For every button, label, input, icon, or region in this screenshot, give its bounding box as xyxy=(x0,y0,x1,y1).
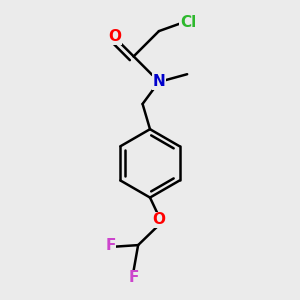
Text: N: N xyxy=(152,74,165,89)
Text: Cl: Cl xyxy=(180,15,196,30)
Text: O: O xyxy=(108,29,122,44)
Text: F: F xyxy=(105,238,116,253)
Text: F: F xyxy=(128,270,139,285)
Text: O: O xyxy=(152,212,165,227)
